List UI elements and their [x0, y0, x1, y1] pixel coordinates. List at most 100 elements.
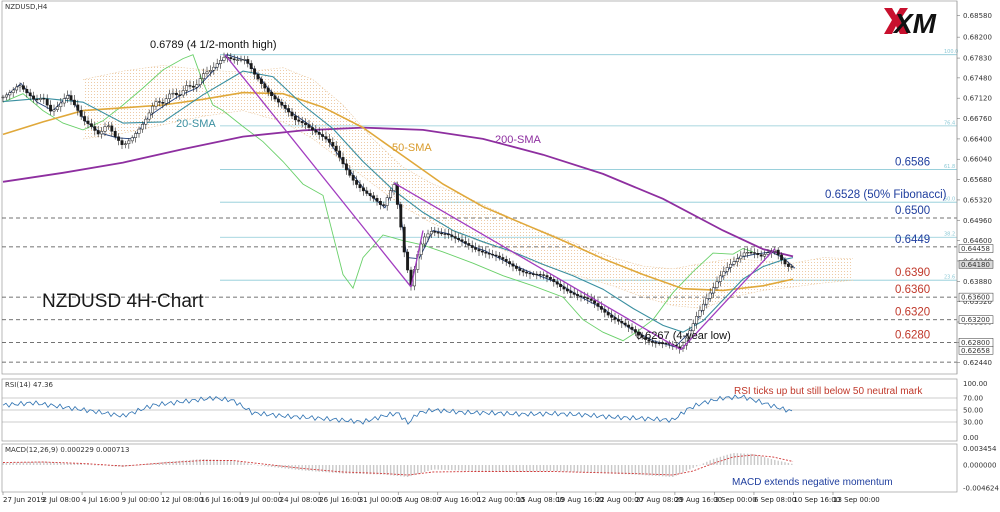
macd-histogram-bar: [780, 461, 783, 465]
cloud-span-a: [82, 65, 854, 270]
fib-level-label: 100.0: [944, 49, 958, 55]
macd-histogram-bar: [165, 461, 167, 465]
price-tag-box: [958, 244, 994, 253]
macd-histogram-bar: [587, 465, 589, 473]
candle-bear: [531, 273, 535, 275]
candle-bull: [763, 254, 767, 257]
candle-bear: [463, 241, 467, 244]
price-tick-label: 0.67480: [963, 74, 992, 82]
macd-histogram-bar: [481, 465, 484, 472]
macd-histogram-bar: [9, 462, 11, 465]
candle-bull: [18, 85, 22, 88]
candle-bear: [616, 319, 620, 322]
price-tag-box: [958, 346, 994, 355]
candle-bear: [783, 259, 787, 265]
candle-bear: [32, 95, 36, 100]
candle-bear: [504, 259, 508, 262]
rsi-tick-label: 0.00: [963, 434, 979, 442]
macd-histogram-bar: [247, 463, 249, 465]
macd-histogram-bar: [689, 465, 691, 470]
candle-bull: [208, 70, 212, 73]
macd-histogram-bar: [447, 465, 450, 471]
candle-bear: [538, 274, 542, 276]
symbol-label: NZDUSD,H4: [5, 3, 48, 11]
candle-bear: [606, 312, 610, 316]
macd-histogram-bar: [597, 465, 599, 474]
sma50-label: 50-SMA: [392, 142, 432, 154]
macd-histogram-bar: [457, 465, 460, 471]
macd-histogram-bar: [400, 465, 402, 477]
macd-histogram-bar: [304, 465, 307, 471]
candle-bear: [542, 274, 546, 276]
macd-histogram-bar: [461, 465, 463, 471]
candle-bear: [759, 254, 763, 257]
time-tick-label: 19 Jul 00:00: [240, 496, 282, 504]
macd-axis: 0.003454 0.000000 -0.004624: [963, 445, 999, 493]
macd-histogram-bar: [712, 458, 715, 465]
main-panel-frame: [1, 0, 958, 375]
candle-bear: [21, 85, 25, 90]
candle-bear: [378, 201, 382, 205]
candle-bear: [790, 266, 794, 268]
macd-histogram-bar: [539, 465, 541, 472]
macd-histogram-bar: [209, 459, 212, 465]
candle-bear: [372, 195, 376, 199]
candle-bear: [351, 175, 355, 181]
macd-histogram-bar: [716, 457, 718, 465]
candle-bull: [8, 92, 12, 96]
candle-bull: [134, 133, 138, 138]
fib-level-label: 61.8: [944, 164, 955, 170]
time-tick-label: 22 Aug 00:00: [596, 496, 643, 504]
macd-histogram-bar: [311, 465, 314, 472]
candle-bear: [25, 89, 29, 94]
candle-bear: [644, 337, 648, 340]
rsi-axis: 100.00 70.00 50.00 30.00 0.00: [963, 380, 988, 442]
candle-bear: [518, 268, 522, 271]
candle-bear: [42, 98, 46, 100]
macd-histogram-bar: [162, 462, 164, 465]
macd-histogram-bar: [451, 465, 453, 471]
macd-histogram-bar: [685, 465, 688, 471]
macd-histogram-bar: [39, 461, 42, 465]
macd-histogram-bar: [706, 461, 708, 465]
time-tick-label: 16 Jul 16:00: [201, 496, 243, 504]
macd-histogram-bar: [345, 465, 348, 474]
fib-level-label: 50.0: [944, 197, 955, 203]
low-annotation: 0.6267 (4-year low): [636, 330, 731, 342]
macd-histogram-bar: [46, 461, 48, 465]
macd-histogram-bar: [556, 465, 558, 472]
fib-level-label: 76.4: [944, 120, 955, 126]
candle-bear: [582, 296, 586, 298]
candle-bear: [382, 204, 386, 206]
candle-bull: [59, 102, 63, 108]
candle-bear: [528, 272, 532, 275]
macd-histogram-bar: [434, 465, 436, 470]
macd-histogram-bar: [498, 465, 501, 472]
candle-bear: [613, 317, 617, 320]
macd-histogram-bar: [746, 453, 749, 465]
price-tag-box: [958, 292, 994, 302]
macd-histogram-bar: [719, 456, 722, 465]
macd-histogram-bar: [19, 462, 21, 465]
xm-logo-text: XM: [892, 8, 937, 39]
candle-bear: [79, 110, 83, 117]
time-tick-label: 9 Jul 00:00: [122, 496, 160, 504]
candle-bull: [52, 109, 56, 112]
macd-histogram-bar: [257, 465, 259, 466]
macd-histogram-bar: [515, 465, 518, 472]
candle-bull: [423, 236, 427, 245]
sma200-line: [2, 126, 794, 258]
candle-bear: [324, 136, 328, 140]
candle-bear: [263, 83, 267, 89]
candle-bull: [171, 92, 175, 95]
xm-logo: XM: [884, 8, 937, 39]
price-tag-label: 0.62658: [961, 347, 990, 355]
candle-bear: [620, 320, 624, 324]
macd-histogram-bar: [26, 462, 28, 465]
candle-bear: [440, 232, 444, 235]
candle-bull: [419, 243, 423, 255]
macd-histogram-bar: [699, 464, 701, 466]
candle-bull: [168, 93, 172, 99]
candle-bear: [756, 253, 760, 255]
